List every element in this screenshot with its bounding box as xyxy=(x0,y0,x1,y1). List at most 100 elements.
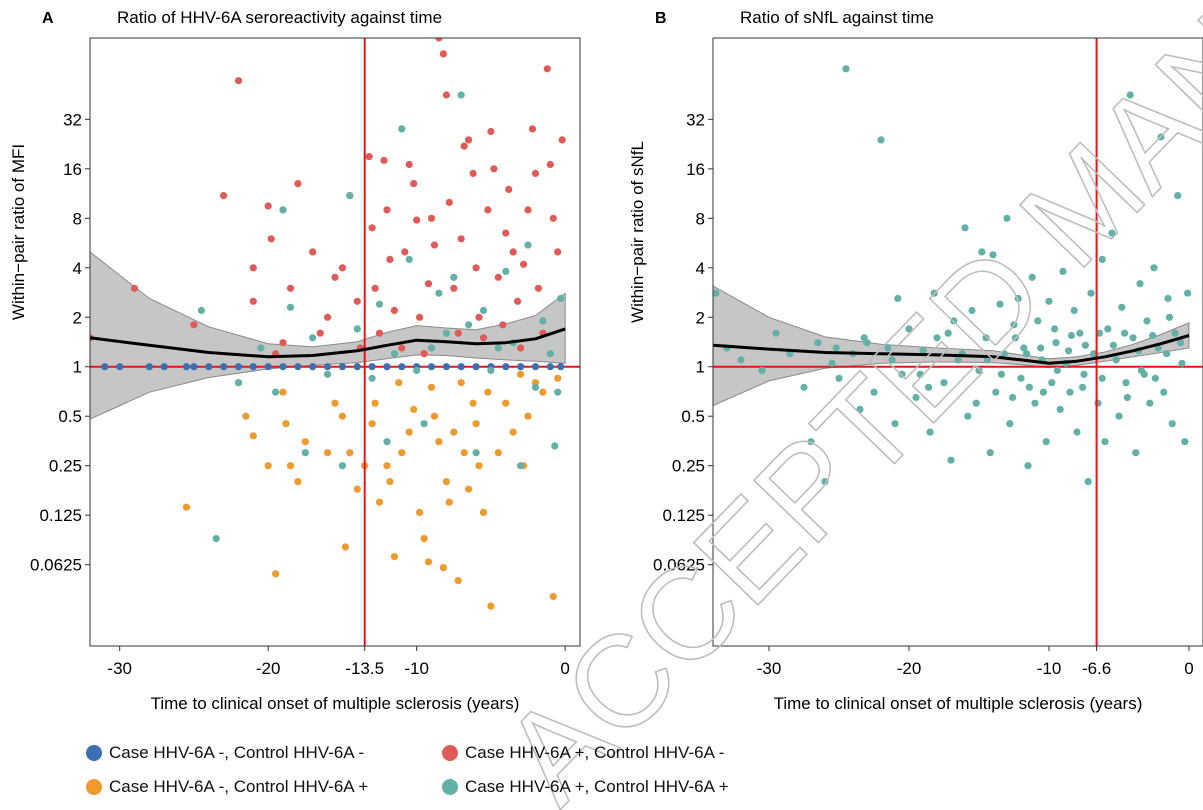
data-point xyxy=(1174,192,1182,200)
data-point xyxy=(454,329,462,337)
panel-b-title: Ratio of sNfL against time xyxy=(740,8,934,27)
data-point xyxy=(520,260,528,268)
data-point xyxy=(424,558,433,566)
data-point xyxy=(346,192,354,200)
data-point xyxy=(1181,438,1189,446)
data-point xyxy=(309,248,317,256)
data-point xyxy=(249,264,257,272)
y-tick-label: 1 xyxy=(696,358,705,377)
data-point xyxy=(888,356,896,364)
data-point xyxy=(531,383,540,391)
panel-letter-b: B xyxy=(655,10,667,27)
data-point xyxy=(301,449,309,457)
y-tick-label: 4 xyxy=(696,259,705,278)
data-point xyxy=(950,317,958,325)
data-point xyxy=(1052,339,1060,347)
data-point xyxy=(282,420,290,428)
panel-a-y-axis-label: Within−pair ratio of MFI xyxy=(9,144,28,320)
data-point xyxy=(182,503,191,511)
legend-item: Case HHV-6A -, Control HHV-6A - xyxy=(86,743,364,763)
x-tick-label: -30 xyxy=(107,659,132,678)
data-point xyxy=(395,379,403,387)
data-point xyxy=(445,198,453,206)
data-point xyxy=(479,508,488,516)
data-point xyxy=(546,160,554,169)
data-point xyxy=(1146,399,1154,407)
data-point xyxy=(737,356,745,364)
data-point xyxy=(505,185,513,193)
data-point xyxy=(427,383,436,391)
data-point xyxy=(398,344,406,352)
data-point xyxy=(1051,325,1059,333)
data-point xyxy=(457,363,465,371)
data-point xyxy=(457,379,465,387)
data-point xyxy=(982,334,990,342)
data-point xyxy=(353,485,361,493)
y-tick-label: 0.5 xyxy=(681,407,705,426)
y-tick-label: 32 xyxy=(686,110,705,129)
data-point xyxy=(450,273,458,281)
data-point xyxy=(1171,329,1179,337)
data-point xyxy=(346,449,354,457)
data-point xyxy=(371,399,379,407)
data-point xyxy=(1045,297,1053,305)
legend-label: Case HHV-6A -, Control HHV-6A + xyxy=(109,777,369,796)
data-point xyxy=(479,334,488,342)
data-point xyxy=(1039,388,1047,396)
data-point xyxy=(1163,350,1171,358)
data-point xyxy=(524,241,532,249)
data-point xyxy=(494,449,502,457)
y-tick-label: 0.0625 xyxy=(653,556,705,575)
data-point xyxy=(554,374,562,382)
data-point xyxy=(472,449,480,457)
data-point xyxy=(420,420,428,428)
data-point xyxy=(517,370,525,378)
data-point xyxy=(249,297,257,305)
data-point xyxy=(1000,350,1008,358)
data-point xyxy=(294,180,302,188)
watermark-text: ACCEPTED MANUSCRIPT xyxy=(475,0,1203,810)
data-point xyxy=(465,136,473,144)
panel-a: A Ratio of HHV-6A seroreactivity against… xyxy=(9,8,581,713)
data-point xyxy=(926,428,934,436)
legend-label: Case HHV-6A +, Control HHV-6A - xyxy=(465,743,725,762)
data-point xyxy=(916,370,924,378)
data-point xyxy=(472,264,480,272)
data-point xyxy=(460,449,468,457)
data-point xyxy=(353,297,361,305)
data-point xyxy=(1104,325,1112,333)
data-point xyxy=(554,248,562,256)
data-point xyxy=(294,363,302,371)
legend-swatch xyxy=(86,745,102,761)
data-point xyxy=(190,321,198,329)
x-tick-label: 0 xyxy=(1184,659,1193,678)
data-point xyxy=(940,379,948,387)
legend-swatch xyxy=(442,779,458,795)
data-point xyxy=(509,248,517,256)
data-point xyxy=(442,329,450,337)
data-point xyxy=(1177,339,1185,347)
data-point xyxy=(445,498,453,506)
data-point xyxy=(1098,255,1106,263)
data-point xyxy=(502,267,510,275)
data-point xyxy=(891,420,899,428)
data-point xyxy=(1101,438,1109,446)
data-point xyxy=(375,498,384,506)
data-point xyxy=(930,289,938,297)
data-point xyxy=(975,366,983,374)
data-point xyxy=(249,432,257,440)
data-point xyxy=(1056,405,1064,413)
data-point xyxy=(947,456,955,464)
panel-b-x-axis-label: Time to clinical onset of multiple scler… xyxy=(774,694,1143,713)
data-point xyxy=(944,329,952,337)
data-point xyxy=(390,553,398,561)
data-point xyxy=(309,334,317,342)
data-point xyxy=(212,535,220,543)
data-point xyxy=(487,602,495,610)
plot-frame xyxy=(712,37,1203,647)
data-point xyxy=(454,577,462,585)
data-point xyxy=(279,206,287,214)
data-point xyxy=(371,284,379,292)
data-point xyxy=(800,383,808,391)
data-point xyxy=(420,535,428,543)
